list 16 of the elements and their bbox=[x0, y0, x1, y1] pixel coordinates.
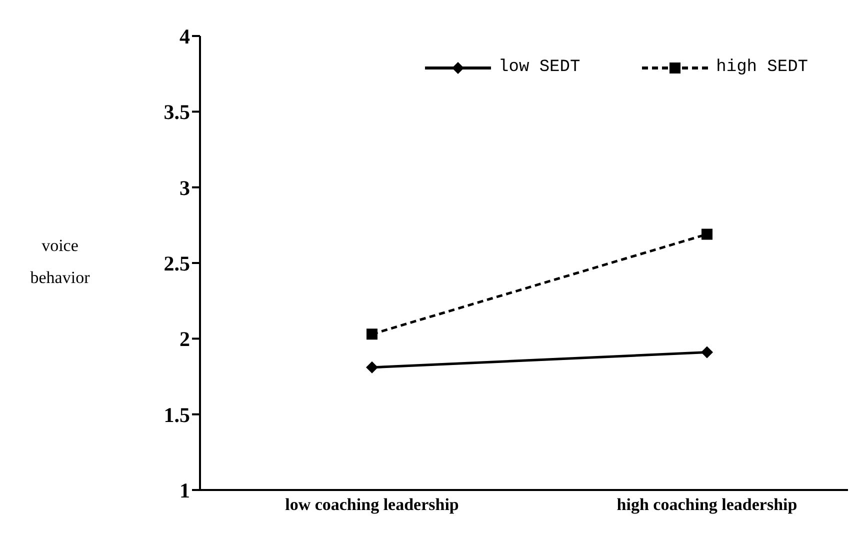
point bbox=[701, 346, 713, 358]
legend-label: low SEDT bbox=[498, 58, 580, 77]
x-tick-label: high coaching leadership bbox=[616, 495, 798, 514]
y-tick-label: 2 bbox=[180, 327, 190, 352]
y-tick-label: 2.5 bbox=[164, 251, 190, 276]
x-tick-label: low coaching leadership bbox=[285, 495, 459, 514]
legend-label: high SEDT bbox=[716, 58, 808, 77]
y-tick-label: 1 bbox=[180, 478, 190, 502]
y-tick-label: 3.5 bbox=[164, 100, 190, 124]
y-tick-label: 4 bbox=[180, 24, 190, 48]
point bbox=[366, 361, 378, 374]
y-tick-label: 1.5 bbox=[164, 402, 190, 427]
point bbox=[366, 328, 378, 340]
y-axis-title: voice behavior bbox=[30, 236, 90, 287]
y-tick-label: 3 bbox=[180, 176, 190, 200]
point bbox=[702, 228, 712, 240]
